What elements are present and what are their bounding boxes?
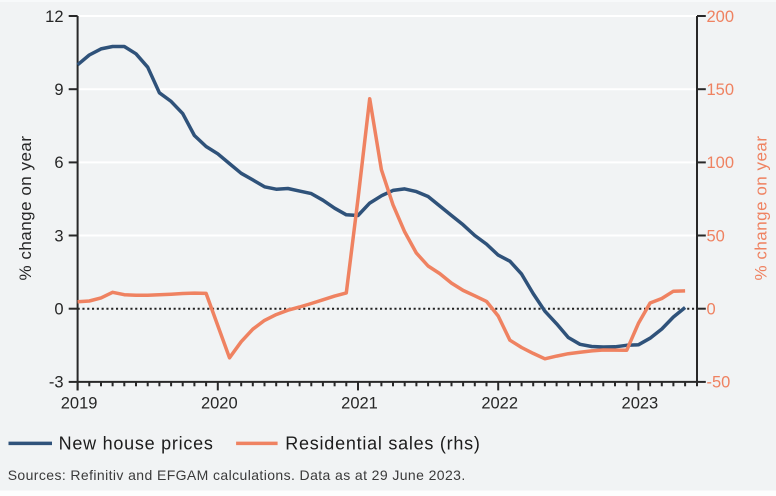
- svg-text:100: 100: [707, 154, 735, 172]
- svg-text:200: 200: [707, 8, 735, 26]
- svg-text:12: 12: [45, 8, 63, 26]
- svg-text:-3: -3: [49, 374, 64, 392]
- svg-text:New house prices: New house prices: [59, 433, 214, 453]
- svg-text:2020: 2020: [201, 395, 238, 413]
- svg-text:% change on year: % change on year: [16, 135, 35, 280]
- svg-text:2022: 2022: [481, 395, 518, 413]
- svg-text:50: 50: [707, 227, 725, 245]
- svg-text:6: 6: [54, 154, 63, 172]
- svg-text:-50: -50: [707, 374, 731, 392]
- svg-text:150: 150: [707, 81, 735, 99]
- svg-text:3: 3: [54, 227, 63, 245]
- svg-text:2023: 2023: [622, 395, 659, 413]
- svg-text:0: 0: [54, 301, 63, 319]
- svg-text:Sources: Refinitiv and EFGAM c: Sources: Refinitiv and EFGAM calculation…: [8, 467, 466, 483]
- svg-text:2019: 2019: [61, 395, 98, 413]
- svg-text:% change on year: % change on year: [751, 135, 770, 280]
- svg-text:9: 9: [54, 81, 63, 99]
- svg-text:0: 0: [707, 301, 716, 319]
- svg-text:2021: 2021: [341, 395, 378, 413]
- svg-text:Residential sales (rhs): Residential sales (rhs): [285, 433, 480, 453]
